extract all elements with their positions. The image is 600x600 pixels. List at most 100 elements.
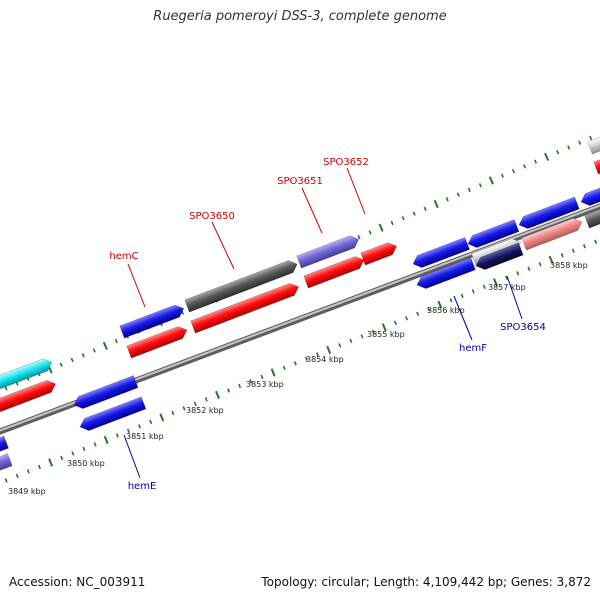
hemF-leader [453,295,473,341]
minor-tick [338,343,342,348]
minor-tick [467,187,471,193]
SPO3650-leader [211,221,235,270]
minor-tick [70,357,74,363]
minor-tick [427,307,431,312]
purple-gene[interactable] [0,453,13,478]
gene-label-SPO3651[interactable]: SPO3651 [277,176,323,187]
minor-tick [371,329,375,335]
minor-tick [534,159,538,164]
minor-tick [594,239,598,244]
kbp-label: 3849 kbp [8,487,46,496]
major-tick [381,323,387,332]
gene-label-SPO3654[interactable]: SPO3654 [500,322,546,333]
pink-gene[interactable] [521,216,585,251]
kbp-label: 3858 kbp [550,261,588,270]
minor-tick [456,192,460,197]
minor-tick [416,311,420,317]
major-tick [326,345,332,354]
cyan-gene[interactable] [0,356,54,392]
SPO3651-leader [301,187,323,234]
lightgray-gene[interactable] [587,128,600,155]
red-gene-SPO3652[interactable] [360,240,399,266]
minor-tick [81,353,85,358]
SPO3654-leader [506,275,523,320]
minor-tick [282,365,286,371]
minor-tick [260,374,264,380]
kbp-label: 3853 kbp [246,380,284,389]
gene-label-hemF[interactable]: hemF [459,343,487,354]
minor-tick [412,211,416,216]
gray-gene-SPO3650[interactable] [184,258,300,313]
minor-tick [15,473,19,479]
minor-tick [316,352,320,357]
major-tick [437,300,443,309]
hemE-leader [123,434,141,479]
minor-tick [360,334,364,339]
major-tick [378,223,384,232]
gray-gene[interactable] [584,202,600,229]
major-tick [48,458,54,467]
blue-gene[interactable] [579,181,600,208]
minor-tick [37,464,41,470]
minor-tick [516,271,520,276]
minor-tick [4,478,8,483]
purple-gene-SPO3651[interactable] [296,233,361,269]
minor-tick [171,410,175,416]
minor-tick [505,275,509,281]
minor-tick [582,244,586,249]
minor-tick [293,361,297,366]
minor-tick [482,284,486,290]
major-tick [493,278,498,287]
gene-features [0,128,600,478]
gene-label-hemC[interactable]: hemC [109,251,138,262]
major-tick [270,368,276,377]
blue-gene-hemC[interactable] [119,302,186,339]
minor-tick [460,293,464,299]
blue-gene-hemE[interactable] [78,396,147,433]
blue-gene[interactable] [466,219,520,250]
forward-gene-labels: hemC SPO3650 SPO3651 SPO3652 [109,157,368,262]
gene-label-leaders [123,167,523,479]
minor-tick [511,168,516,174]
minor-tick [527,266,531,271]
major-tick [548,255,554,264]
gene-label-hemE[interactable]: hemE [128,481,157,492]
minor-tick [126,428,130,434]
gene-label-SPO3650[interactable]: SPO3650 [189,211,235,222]
red-gene[interactable] [0,378,58,415]
blue-gene[interactable] [411,236,470,270]
minor-tick [522,164,527,169]
blue-gene-hemF[interactable] [415,257,476,291]
minor-tick [478,183,482,188]
minor-tick [349,338,353,344]
blue-gene[interactable] [0,435,9,458]
minor-tick [82,446,86,452]
red-gene[interactable] [126,324,190,359]
minor-tick [238,383,242,389]
blue-gene[interactable] [517,196,580,231]
minor-tick [589,135,593,141]
red-gene[interactable] [190,281,301,334]
minor-tick [60,455,64,461]
kbp-position-labels: 3849 kbp 3850 kbp 3851 kbp 3852 kbp 3853… [8,261,588,496]
red-gene[interactable] [593,151,600,175]
blue-gene[interactable] [72,375,139,411]
hemC-leader [127,263,146,308]
minor-tick [114,338,118,344]
kbp-label: 3855 kbp [367,330,405,339]
minor-tick [92,348,96,353]
minor-tick [556,149,560,155]
red-gene[interactable] [303,254,367,289]
minor-tick [93,442,97,447]
major-tick [159,413,165,422]
minor-tick [401,216,405,221]
minor-tick [578,140,582,145]
kbp-label: 3852 kbp [186,406,224,415]
gene-label-SPO3652[interactable]: SPO3652 [323,157,369,168]
genome-stats-text: Topology: circular; Length: 4,109,442 bp… [261,575,591,589]
minor-tick [193,401,197,407]
minor-tick [390,220,394,226]
navy-gene-SPO3654[interactable] [474,242,524,272]
minor-tick [368,230,372,235]
